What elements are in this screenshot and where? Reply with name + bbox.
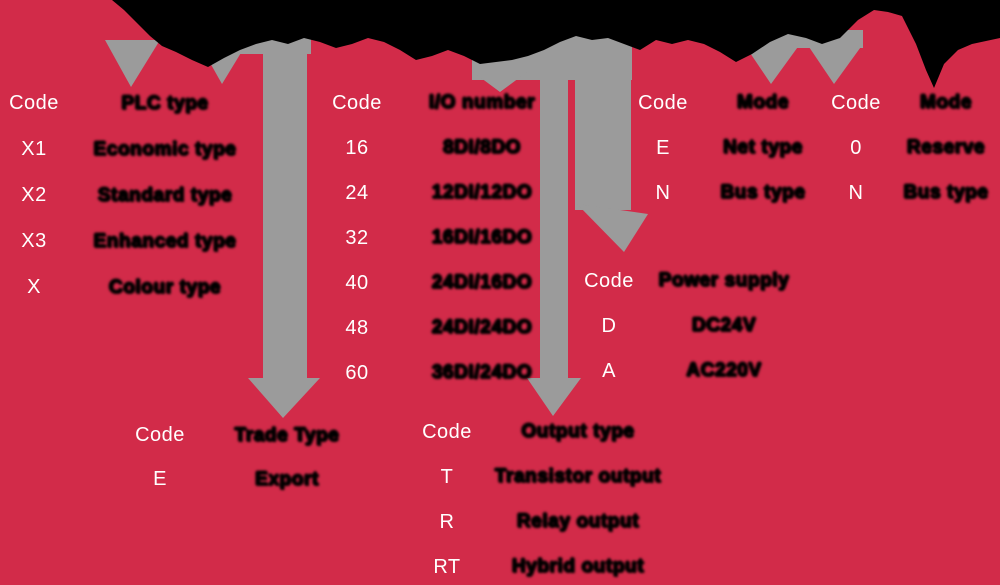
- code-column-header: Code: [831, 91, 881, 114]
- code-value: 60: [345, 361, 369, 384]
- category-label: PLC type: [121, 92, 209, 114]
- code-value: X2: [21, 184, 47, 206]
- code-column-header: Code: [9, 92, 59, 114]
- code-value: D: [601, 314, 617, 337]
- category-label: Power supply: [658, 270, 790, 291]
- meaning-label: 24DI/24DO: [431, 317, 533, 338]
- group-mode-2: Code Mode 0 Reserve N Bus type: [810, 80, 990, 215]
- data-row: 40 24DI/16DO: [300, 260, 550, 305]
- header-row: Code Output type: [395, 409, 685, 454]
- code-value: T: [440, 465, 454, 488]
- data-row: D DC24V: [560, 303, 890, 348]
- arrow-connector: [472, 34, 632, 80]
- code-value: E: [656, 136, 670, 159]
- data-row: E Export: [110, 457, 390, 501]
- down-arrow-icon: [807, 44, 863, 84]
- code-column-header: Code: [584, 269, 634, 292]
- header-row: Code Mode: [810, 80, 990, 125]
- arrow-connector: [196, 28, 311, 54]
- data-row: R Relay output: [395, 499, 685, 544]
- meaning-label: Bus type: [720, 182, 806, 203]
- data-row: 48 24DI/24DO: [300, 305, 550, 350]
- meaning-label: Economic type: [93, 138, 237, 160]
- meaning-label: Export: [255, 468, 319, 490]
- category-label: Mode: [736, 92, 789, 113]
- header-row: Code Mode: [615, 80, 815, 125]
- meaning-label: AC220V: [686, 360, 762, 381]
- code-value: X1: [21, 138, 47, 160]
- code-value: N: [655, 181, 671, 204]
- data-row: T Transistor output: [395, 454, 685, 499]
- code-value: 40: [345, 271, 369, 294]
- meaning-label: Hybrid output: [511, 556, 645, 577]
- category-label: Trade Type: [234, 424, 340, 446]
- code-value: X: [27, 276, 41, 298]
- header-row: Code I/O number: [300, 80, 550, 125]
- data-row: X1 Economic type: [0, 126, 262, 172]
- meaning-label: 24DI/16DO: [431, 272, 533, 293]
- meaning-label: Enhanced type: [93, 230, 237, 252]
- meaning-label: Relay output: [516, 511, 640, 532]
- down-arrow-icon: [744, 44, 800, 84]
- category-label: I/O number: [428, 92, 536, 113]
- meaning-label: 8DI/8DO: [442, 137, 522, 158]
- meaning-label: Colour type: [108, 276, 222, 298]
- data-row: A AC220V: [560, 348, 890, 393]
- data-row: RT Hybrid output: [395, 544, 685, 585]
- header-row: Code Power supply: [560, 258, 890, 303]
- code-value: E: [153, 468, 167, 490]
- data-row: X2 Standard type: [0, 172, 262, 218]
- meaning-label: Bus type: [903, 182, 989, 203]
- data-row: N Bus type: [810, 170, 990, 215]
- data-row: 16 8DI/8DO: [300, 125, 550, 170]
- category-label: Output type: [521, 421, 635, 442]
- data-row: X3 Enhanced type: [0, 218, 262, 264]
- code-column-header: Code: [638, 91, 688, 114]
- data-row: 32 16DI/16DO: [300, 215, 550, 260]
- meaning-label: Transistor output: [494, 466, 662, 487]
- header-row: Code PLC type: [0, 80, 262, 126]
- header-row: Code Trade Type: [110, 413, 390, 457]
- code-column-header: Code: [332, 91, 382, 114]
- arrow-connector: [744, 30, 863, 48]
- data-row: X Colour type: [0, 264, 262, 310]
- group-io-number: Code I/O number 16 8DI/8DO 24 12DI/12DO 32 16DI…: [300, 80, 550, 395]
- data-row: 0 Reserve: [810, 125, 990, 170]
- data-row: 60 36DI/24DO: [300, 350, 550, 395]
- category-label: Mode: [919, 92, 972, 113]
- data-row: 24 12DI/12DO: [300, 170, 550, 215]
- meaning-label: 36DI/24DO: [431, 362, 533, 383]
- code-column-header: Code: [135, 424, 185, 446]
- code-value: X3: [21, 230, 47, 252]
- data-row: N Bus type: [615, 170, 815, 215]
- code-value: RT: [433, 555, 461, 578]
- code-value: 16: [345, 136, 369, 159]
- group-trade-type: Code Trade Type E Export: [110, 413, 390, 501]
- code-value: 24: [345, 181, 369, 204]
- code-value: 48: [345, 316, 369, 339]
- data-row: E Net type: [615, 125, 815, 170]
- meaning-label: DC24V: [691, 315, 757, 336]
- group-power-supply: Code Power supply D DC24V A AC220V: [560, 258, 890, 393]
- cropped-model-text-banner: [112, 0, 1000, 88]
- meaning-label: 16DI/16DO: [431, 227, 533, 248]
- group-output-type: Code Output type T Transistor output R Relay …: [395, 409, 685, 585]
- down-arrow-icon: [196, 38, 250, 84]
- code-value: N: [848, 181, 864, 204]
- group-plc-type: Code PLC type X1 Economic type X2 Standard ty…: [0, 80, 262, 310]
- code-column-header: Code: [422, 420, 472, 443]
- group-mode-1: Code Mode E Net type N Bus type: [615, 80, 815, 215]
- code-value: R: [439, 510, 455, 533]
- meaning-label: Net type: [723, 137, 803, 158]
- code-value: A: [602, 359, 616, 382]
- meaning-label: Reserve: [906, 137, 986, 158]
- code-value: 32: [345, 226, 369, 249]
- code-value: 0: [850, 136, 862, 159]
- meaning-label: 12DI/12DO: [431, 182, 533, 203]
- meaning-label: Standard type: [97, 184, 233, 206]
